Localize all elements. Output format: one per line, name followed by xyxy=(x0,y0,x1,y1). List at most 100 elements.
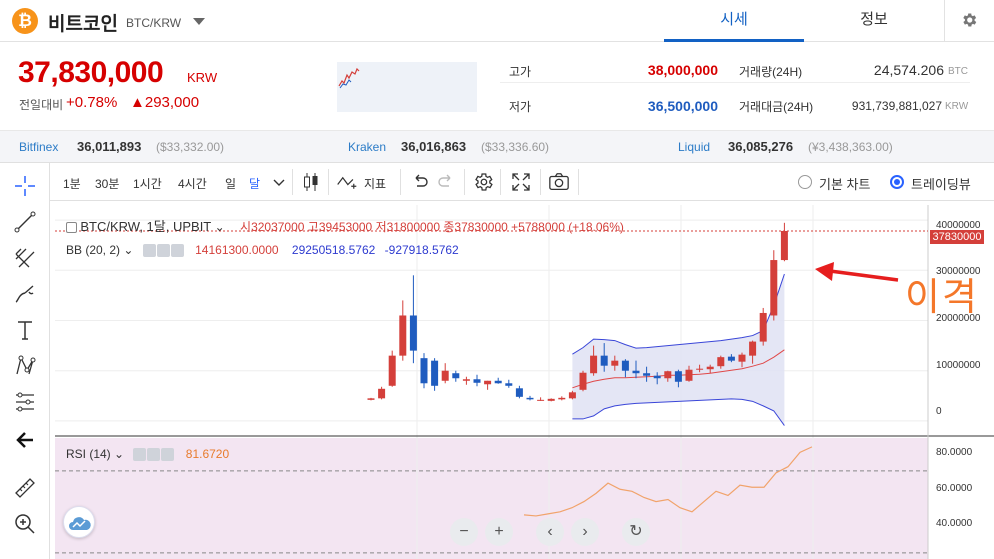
exchange-name[interactable]: Kraken xyxy=(348,140,387,154)
basic-chart-radio[interactable] xyxy=(798,175,812,189)
coin-name[interactable]: 비트코인 xyxy=(48,14,118,35)
chevron-right-icon: › xyxy=(582,523,588,540)
ruler-tool[interactable] xyxy=(8,473,42,503)
exchange-usd: ($33,332.00) xyxy=(156,140,225,154)
interval-1h[interactable]: 1시간 xyxy=(133,177,162,191)
candle-body xyxy=(378,388,386,399)
tradingview-logo-button[interactable] xyxy=(63,506,95,538)
zoom-tool[interactable] xyxy=(8,509,42,539)
volume-label: 거래량(24H) xyxy=(739,65,803,79)
open-label: 시 xyxy=(240,220,252,234)
eye-icon[interactable] xyxy=(142,244,156,258)
cloud-chart-icon xyxy=(69,517,91,530)
gear-icon[interactable] xyxy=(156,244,170,258)
crosshair-tool[interactable] xyxy=(8,171,42,201)
gear-icon[interactable] xyxy=(147,448,161,462)
interval-1m[interactable]: 1분 xyxy=(63,177,81,191)
arrow-head xyxy=(815,262,834,281)
tab-market[interactable]: 시세 xyxy=(664,0,804,42)
rsi-legend: RSI (14) ⌄ 81.6720 xyxy=(66,447,230,462)
text-tool[interactable] xyxy=(8,315,42,345)
tab-info[interactable]: 정보 xyxy=(860,11,888,28)
coin-pair[interactable]: BTC/KRW xyxy=(126,16,182,30)
settings-button[interactable] xyxy=(944,0,994,42)
scroll-right-button[interactable]: › xyxy=(571,518,599,546)
interval-month[interactable]: 달 xyxy=(249,177,261,191)
chart-grid xyxy=(55,205,994,559)
scroll-left-button[interactable]: ‹ xyxy=(536,518,564,546)
chart-legend: BTC/KRW, 1달, UPBIT ⌄ 시32037000 고39453000… xyxy=(66,216,624,235)
candle-body xyxy=(409,315,417,351)
fullscreen-icon[interactable] xyxy=(510,171,532,193)
pattern-tool[interactable] xyxy=(8,351,42,381)
candle-body xyxy=(547,398,555,401)
interval-4h[interactable]: 4시간 xyxy=(178,177,207,191)
high-label: 고가 xyxy=(509,65,532,79)
toolbar-divider xyxy=(464,169,465,195)
candle-body xyxy=(473,379,481,383)
app-header: ₿ 비트코인 BTC/KRW 시세 정보 xyxy=(0,0,994,42)
rsi-value: 81.6720 xyxy=(185,447,230,461)
camera-icon[interactable] xyxy=(548,171,570,193)
brush-tool[interactable] xyxy=(8,279,42,309)
reset-chart-button[interactable]: ↻ xyxy=(622,518,650,546)
open-value: 32037000 xyxy=(251,220,305,234)
bb-legend: BB (20, 2) ⌄ 14161300.0000 29250518.5762… xyxy=(66,243,459,258)
rsi-label[interactable]: RSI (14) xyxy=(66,447,111,461)
low-value: 36,500,000 xyxy=(647,98,718,114)
candle-body xyxy=(484,380,492,385)
chevron-down-icon[interactable] xyxy=(270,173,292,195)
price-tick: 0 xyxy=(936,406,942,417)
candle-body xyxy=(441,370,449,381)
price-panel: 37,830,000 KRW 전일대비 +0.78% ▲293,000 고가 3… xyxy=(0,42,994,130)
settings-icon[interactable] xyxy=(472,171,494,193)
interval-30m[interactable]: 30분 xyxy=(95,177,120,191)
zoom-in-icon xyxy=(15,514,35,534)
chart-toolbar: 1분 30분 1시간 4시간 일 달 지표 기본 차트 트레이딩뷰 xyxy=(50,163,994,201)
chevron-down-icon[interactable]: ⌄ xyxy=(123,243,134,257)
zoom-out-button[interactable]: − xyxy=(450,518,478,546)
indicator-icon[interactable] xyxy=(336,171,358,193)
pitchfork-tool[interactable] xyxy=(8,243,42,273)
chevron-down-icon[interactable]: ⌄ xyxy=(214,220,225,234)
volume-unit: BTC xyxy=(948,66,968,77)
toolbar-divider xyxy=(540,169,541,195)
exchange-name[interactable]: Bitfinex xyxy=(19,140,59,154)
zoom-in-button[interactable]: + xyxy=(485,518,513,546)
turnover-label: 거래대금(24H) xyxy=(739,100,814,114)
rsi-tick: 60.0000 xyxy=(936,483,973,494)
chevron-down-icon[interactable]: ⌄ xyxy=(114,447,125,461)
tradingview-radio[interactable] xyxy=(890,175,904,189)
exchange-name[interactable]: Liquid xyxy=(678,140,711,154)
drawing-toolbar xyxy=(0,163,50,559)
fib-tool[interactable] xyxy=(8,387,42,417)
rsi-tick: 80.0000 xyxy=(936,447,973,458)
undo-icon[interactable] xyxy=(408,171,430,193)
symbol-info[interactable]: BTC/KRW, 1달, UPBIT xyxy=(80,219,212,234)
brush-icon xyxy=(15,285,34,303)
candle-body xyxy=(579,372,587,390)
candle-body xyxy=(727,356,735,361)
back-tool[interactable] xyxy=(8,425,42,455)
basic-chart-label[interactable]: 기본 차트 xyxy=(819,177,871,192)
close-icon[interactable] xyxy=(161,448,175,462)
bb-upper-value: 29250518.5762 xyxy=(291,243,376,257)
close-icon[interactable] xyxy=(170,244,184,258)
bb-label[interactable]: BB (20, 2) xyxy=(66,243,121,257)
high-value: 38,000,000 xyxy=(647,62,718,78)
tradingview-label[interactable]: 트레이딩뷰 xyxy=(911,177,971,192)
interval-day[interactable]: 일 xyxy=(225,177,237,191)
chevron-down-icon[interactable] xyxy=(193,18,205,25)
redo-icon[interactable] xyxy=(436,171,458,193)
candle-body xyxy=(462,379,470,381)
candle-body xyxy=(431,360,439,386)
candle-body xyxy=(505,383,513,386)
collapse-icon[interactable] xyxy=(66,222,77,234)
indicator-label[interactable]: 지표 xyxy=(364,177,387,191)
plus-icon: + xyxy=(494,523,504,540)
rsi-line xyxy=(523,446,813,517)
candlestick-icon[interactable] xyxy=(300,171,322,193)
candle-body xyxy=(526,397,534,400)
eye-icon[interactable] xyxy=(133,448,147,462)
trendline-tool[interactable] xyxy=(8,207,42,237)
